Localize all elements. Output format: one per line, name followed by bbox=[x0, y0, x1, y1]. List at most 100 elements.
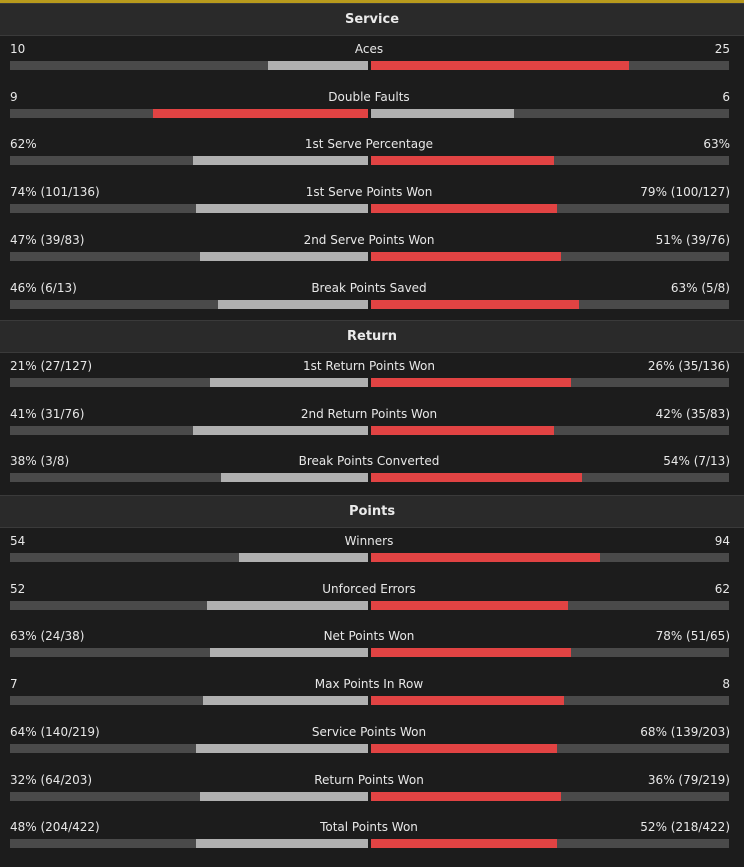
player1-bar-fill bbox=[153, 109, 368, 118]
player2-value: 63% bbox=[703, 137, 730, 151]
player1-bar-track bbox=[10, 648, 368, 657]
player2-bar-fill bbox=[371, 792, 561, 801]
player2-value: 94 bbox=[714, 534, 730, 548]
player2-bar-track bbox=[371, 553, 729, 562]
player2-value: 25 bbox=[714, 42, 730, 56]
stat-label: 2nd Return Points Won bbox=[300, 407, 438, 421]
stat-label: 2nd Serve Points Won bbox=[303, 233, 435, 247]
stat-label: Return Points Won bbox=[314, 773, 424, 787]
player2-value: 8 bbox=[722, 677, 730, 691]
section-header-service: Service bbox=[0, 3, 744, 36]
player2-bar-fill bbox=[371, 204, 557, 213]
player2-bar-fill bbox=[371, 61, 629, 70]
player1-value: 54 bbox=[10, 534, 26, 548]
player2-bar-track bbox=[371, 109, 729, 118]
player1-bar-fill bbox=[218, 300, 368, 309]
player1-value: 41% (31/76) bbox=[10, 407, 85, 421]
stat-row: 47% (39/83) 2nd Serve Points Won 51% (39/7… bbox=[0, 232, 744, 280]
stat-label: Max Points In Row bbox=[314, 677, 424, 691]
stat-row: 7 Max Points In Row 8 bbox=[0, 676, 744, 724]
player1-bar-fill bbox=[239, 553, 368, 562]
player2-bar-track bbox=[371, 839, 729, 848]
player2-value: 63% (5/8) bbox=[670, 281, 730, 295]
player2-bar-fill bbox=[371, 553, 600, 562]
stat-label: Aces bbox=[354, 42, 384, 56]
player2-bar-track bbox=[371, 204, 729, 213]
player1-bar-track bbox=[10, 601, 368, 610]
section-header-return: Return bbox=[0, 320, 744, 353]
player1-bar-fill bbox=[193, 156, 368, 165]
player1-value: 38% (3/8) bbox=[10, 454, 70, 468]
stat-row: 10 Aces 25 bbox=[0, 41, 744, 89]
stat-label: Net Points Won bbox=[323, 629, 415, 643]
player1-value: 32% (64/203) bbox=[10, 773, 93, 787]
player2-bar-track bbox=[371, 300, 729, 309]
stat-row: 74% (101/136) 1st Serve Points Won 79% (10… bbox=[0, 184, 744, 232]
player2-bar-track bbox=[371, 792, 729, 801]
player1-bar-track bbox=[10, 61, 368, 70]
player2-value: 68% (139/203) bbox=[640, 725, 730, 739]
player2-bar-fill bbox=[371, 378, 571, 387]
stat-label: 1st Return Points Won bbox=[302, 359, 435, 373]
stat-row: 41% (31/76) 2nd Return Points Won 42% (35/… bbox=[0, 406, 744, 454]
stat-label: 1st Serve Percentage bbox=[304, 137, 434, 151]
player1-value: 62% bbox=[10, 137, 37, 151]
player1-bar-fill bbox=[207, 601, 368, 610]
stat-row: 38% (3/8) Break Points Converted 54% (7/13… bbox=[0, 453, 744, 501]
player1-value: 9 bbox=[10, 90, 18, 104]
player2-bar-fill bbox=[371, 473, 582, 482]
player1-bar-fill bbox=[196, 839, 368, 848]
stat-row: 54 Winners 94 bbox=[0, 533, 744, 581]
stat-label: 1st Serve Points Won bbox=[305, 185, 433, 199]
player2-bar-track bbox=[371, 744, 729, 753]
player1-value: 48% (204/422) bbox=[10, 820, 100, 834]
stat-row: 9 Double Faults 6 bbox=[0, 89, 744, 137]
player1-bar-track bbox=[10, 300, 368, 309]
player2-bar-fill bbox=[371, 300, 579, 309]
player1-value: 46% (6/13) bbox=[10, 281, 77, 295]
section-header-points: Points bbox=[0, 495, 744, 528]
stat-label: Double Faults bbox=[328, 90, 410, 104]
player1-bar-fill bbox=[203, 696, 368, 705]
stat-label: Break Points Saved bbox=[311, 281, 427, 295]
player1-bar-track bbox=[10, 696, 368, 705]
player2-bar-fill bbox=[371, 696, 564, 705]
player1-value: 64% (140/219) bbox=[10, 725, 100, 739]
player2-value: 62 bbox=[714, 582, 730, 596]
stat-row: 62% 1st Serve Percentage 63% bbox=[0, 136, 744, 184]
player2-bar-track bbox=[371, 473, 729, 482]
top-accent-line bbox=[0, 0, 744, 3]
player1-bar-track bbox=[10, 473, 368, 482]
stat-row: 32% (64/203) Return Points Won 36% (79/219… bbox=[0, 772, 744, 820]
player2-bar-track bbox=[371, 696, 729, 705]
player2-value: 79% (100/127) bbox=[640, 185, 730, 199]
player1-value: 63% (24/38) bbox=[10, 629, 85, 643]
player2-bar-fill bbox=[371, 744, 557, 753]
player2-bar-fill bbox=[371, 156, 554, 165]
player2-value: 54% (7/13) bbox=[663, 454, 730, 468]
player1-value: 74% (101/136) bbox=[10, 185, 100, 199]
stat-label: Winners bbox=[344, 534, 394, 548]
stat-label: Service Points Won bbox=[311, 725, 427, 739]
stat-label: Break Points Converted bbox=[298, 454, 440, 468]
player1-bar-track bbox=[10, 204, 368, 213]
player2-bar-fill bbox=[371, 109, 514, 118]
player1-value: 7 bbox=[10, 677, 18, 691]
stat-label: Total Points Won bbox=[320, 820, 418, 834]
player2-value: 26% (35/136) bbox=[647, 359, 730, 373]
player1-bar-fill bbox=[196, 744, 368, 753]
player1-bar-fill bbox=[210, 378, 368, 387]
player2-value: 36% (79/219) bbox=[647, 773, 730, 787]
player1-value: 52 bbox=[10, 582, 26, 596]
player2-bar-fill bbox=[371, 252, 561, 261]
player2-value: 42% (35/83) bbox=[655, 407, 730, 421]
player1-bar-fill bbox=[210, 648, 368, 657]
player2-bar-track bbox=[371, 601, 729, 610]
stat-row: 63% (24/38) Net Points Won 78% (51/65) bbox=[0, 628, 744, 676]
player1-bar-track bbox=[10, 792, 368, 801]
player2-bar-fill bbox=[371, 601, 568, 610]
player2-bar-track bbox=[371, 378, 729, 387]
player1-bar-track bbox=[10, 156, 368, 165]
player2-bar-track bbox=[371, 252, 729, 261]
player1-bar-track bbox=[10, 744, 368, 753]
